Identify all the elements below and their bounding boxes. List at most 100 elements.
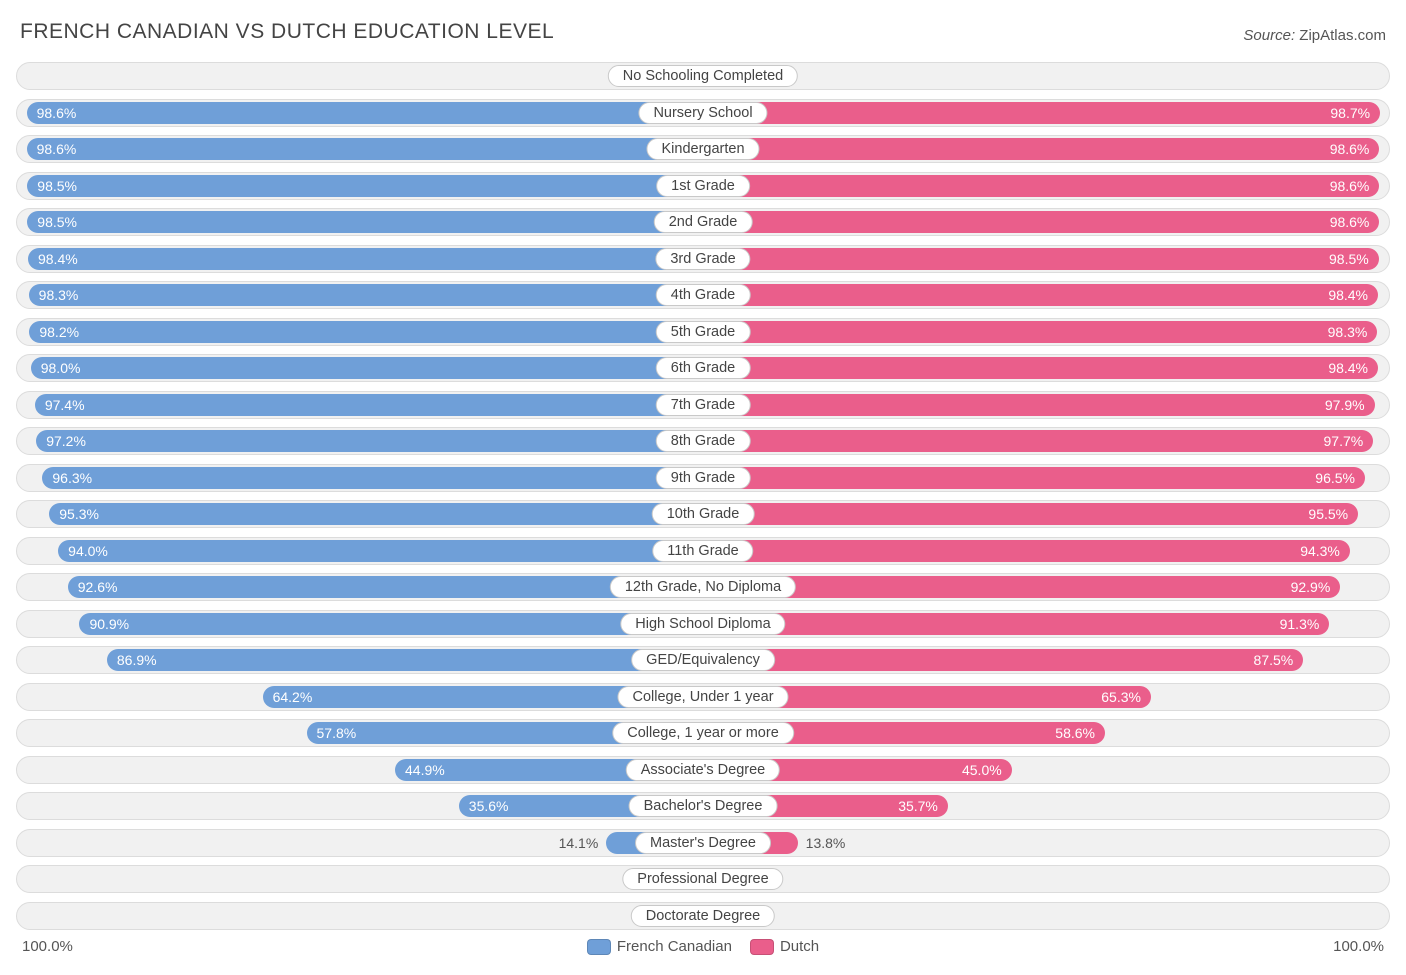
value-left: 14.1% [551, 830, 607, 856]
value-right: 91.3% [1270, 613, 1330, 635]
legend-swatch-right [750, 939, 774, 955]
chart-row: 92.6% 92.9% 12th Grade, No Diploma [16, 573, 1390, 601]
bar-right: 98.5% [703, 248, 1379, 270]
chart-row: 64.2% 65.3% College, Under 1 year [16, 683, 1390, 711]
chart-row: 98.0%98.4%6th Grade [16, 354, 1390, 382]
legend-item-right: Dutch [750, 938, 819, 955]
bar-right: 87.5% [703, 649, 1303, 671]
value-right: 98.4% [1318, 284, 1378, 306]
bar-left: 92.6% [68, 576, 703, 598]
bar-left: 98.4% [28, 248, 703, 270]
category-label: High School Diploma [620, 613, 785, 635]
value-right: 58.6% [1045, 722, 1105, 744]
value-left: 98.6% [27, 102, 87, 124]
category-label: No Schooling Completed [608, 65, 798, 87]
value-left: 98.5% [27, 211, 87, 233]
category-label: 12th Grade, No Diploma [610, 576, 796, 598]
axis-max-left: 100.0% [22, 938, 73, 955]
bar-left: 90.9% [79, 613, 703, 635]
bar-right: 98.6% [703, 211, 1379, 233]
category-label: 11th Grade [652, 540, 753, 562]
value-left: 86.9% [107, 649, 167, 671]
category-label: 2nd Grade [654, 211, 753, 233]
chart-row: 86.9%87.5%GED/Equivalency [16, 646, 1390, 674]
value-left: 44.9% [395, 759, 455, 781]
category-label: 9th Grade [656, 467, 751, 489]
bar-right: 98.6% [703, 138, 1379, 160]
chart-row: 97.4%97.9%7th Grade [16, 391, 1390, 419]
chart-header: FRENCH CANADIAN VS DUTCH EDUCATION LEVEL… [16, 20, 1390, 44]
chart-row: 94.0% 94.3% 11th Grade [16, 537, 1390, 565]
axis-max-right: 100.0% [1333, 938, 1384, 955]
value-left: 95.3% [49, 503, 109, 525]
bar-left: 98.6% [27, 102, 703, 124]
value-right: 94.3% [1290, 540, 1350, 562]
value-right: 97.9% [1315, 394, 1375, 416]
value-right: 92.9% [1281, 576, 1341, 598]
value-right: 35.7% [888, 795, 948, 817]
category-label: 1st Grade [656, 175, 750, 197]
category-label: Associate's Degree [626, 759, 780, 781]
value-right: 13.8% [798, 830, 854, 856]
chart-row: 95.3% 95.5% 10th Grade [16, 500, 1390, 528]
chart-row: 97.2%97.7%8th Grade [16, 427, 1390, 455]
value-left: 98.5% [27, 175, 87, 197]
value-right: 98.6% [1320, 138, 1380, 160]
chart-footer: 100.0% French Canadian Dutch 100.0% [16, 938, 1390, 955]
chart-row: 14.1% 13.8% Master's Degree [16, 829, 1390, 857]
category-label: Nursery School [638, 102, 767, 124]
category-label: 3rd Grade [655, 248, 750, 270]
value-right: 96.5% [1305, 467, 1365, 489]
value-left: 35.6% [459, 795, 519, 817]
bar-left: 98.3% [29, 284, 703, 306]
chart-row: 1.5%1.4%No Schooling Completed [16, 62, 1390, 90]
chart-rows: 1.5%1.4%No Schooling Completed 98.6% 98.7%… [16, 62, 1390, 930]
bar-left: 95.3% [49, 503, 703, 525]
bar-right: 98.3% [703, 321, 1377, 343]
category-label: 4th Grade [656, 284, 751, 306]
value-right: 95.5% [1298, 503, 1358, 525]
bar-left: 97.4% [35, 394, 703, 416]
chart-row: 98.3% 98.4% 4th Grade [16, 281, 1390, 309]
value-left: 64.2% [263, 686, 323, 708]
source-label: Source: [1243, 27, 1295, 44]
legend-item-left: French Canadian [587, 938, 732, 955]
value-left: 57.8% [307, 722, 367, 744]
chart-row: 4.0%4.0%Professional Degree [16, 865, 1390, 893]
bar-left: 98.6% [27, 138, 703, 160]
bar-right: 98.7% [703, 102, 1380, 124]
value-left: 96.3% [42, 467, 102, 489]
chart-row: 98.6%98.6%Kindergarten [16, 135, 1390, 163]
chart-row: 98.6% 98.7% Nursery School [16, 99, 1390, 127]
legend-swatch-left [587, 939, 611, 955]
value-left: 94.0% [58, 540, 118, 562]
chart-row: 96.3% 96.5% 9th Grade [16, 464, 1390, 492]
category-label: 5th Grade [656, 321, 751, 343]
category-label: Bachelor's Degree [629, 795, 778, 817]
chart-row: 1.8%1.8%Doctorate Degree [16, 902, 1390, 930]
category-label: Master's Degree [635, 832, 771, 854]
value-right: 98.7% [1320, 102, 1380, 124]
bar-right: 92.9% [703, 576, 1340, 598]
value-left: 98.0% [31, 357, 91, 379]
value-right: 65.3% [1091, 686, 1151, 708]
bar-right: 96.5% [703, 467, 1365, 489]
value-left: 97.4% [35, 394, 95, 416]
category-label: College, 1 year or more [612, 722, 794, 744]
chart-row: 98.4%98.5%3rd Grade [16, 245, 1390, 273]
bar-left: 98.2% [29, 321, 703, 343]
legend-label-left: French Canadian [617, 938, 732, 955]
category-label: 10th Grade [652, 503, 755, 525]
bar-left: 96.3% [42, 467, 703, 489]
bar-right: 97.7% [703, 430, 1373, 452]
chart-row: 35.6% 35.7% Bachelor's Degree [16, 792, 1390, 820]
chart-row: 57.8% 58.6% College, 1 year or more [16, 719, 1390, 747]
bar-left: 98.5% [27, 175, 703, 197]
bar-right: 97.9% [703, 394, 1375, 416]
chart-row: 98.5%98.6%1st Grade [16, 172, 1390, 200]
chart-row: 98.5% 98.6%2nd Grade [16, 208, 1390, 236]
bar-left: 98.0% [31, 357, 703, 379]
category-label: College, Under 1 year [617, 686, 788, 708]
chart-source: Source: ZipAtlas.com [1243, 27, 1386, 44]
category-label: 8th Grade [656, 430, 751, 452]
